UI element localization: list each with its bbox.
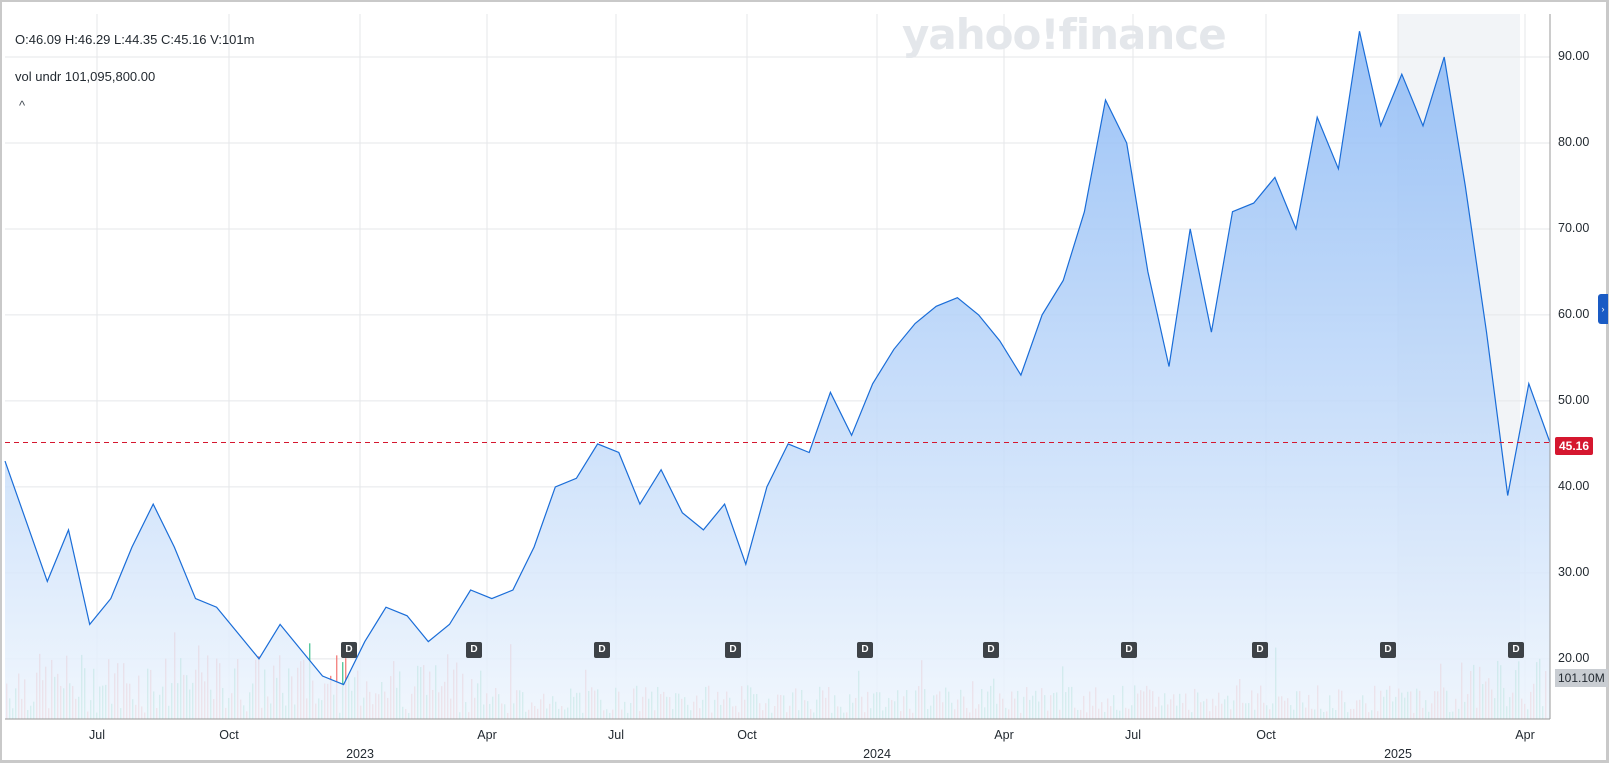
dividend-marker[interactable]: D xyxy=(1252,642,1268,658)
y-tick-label: 80.00 xyxy=(1558,134,1590,149)
current-price-badge: 45.16 xyxy=(1555,437,1594,455)
ohlc-legend: O:46.09 H:46.29 L:44.35 C:45.16 V:101m xyxy=(15,32,255,47)
y-tick-label: 20.00 xyxy=(1558,650,1590,665)
x-tick-label: Jul xyxy=(89,728,105,742)
price-line xyxy=(4,31,1551,686)
y-tick-label: 60.00 xyxy=(1558,306,1590,321)
y-tick-label: 30.00 xyxy=(1558,564,1590,579)
x-year-label: 2023 xyxy=(346,747,374,761)
dividend-marker[interactable]: D xyxy=(341,642,357,658)
y-tick-label: 40.00 xyxy=(1558,478,1590,493)
x-tick-label: Jul xyxy=(608,728,624,742)
x-tick-label: Oct xyxy=(1256,728,1276,742)
dividend-marker[interactable]: D xyxy=(1121,642,1137,658)
dividend-marker[interactable]: D xyxy=(594,642,610,658)
dividend-marker[interactable]: D xyxy=(1380,642,1396,658)
current-volume-badge: 101.10M xyxy=(1555,669,1608,687)
x-tick-label: Oct xyxy=(737,728,757,742)
dividend-marker[interactable]: D xyxy=(857,642,873,658)
dividend-marker[interactable]: D xyxy=(466,642,482,658)
dividend-marker[interactable]: D xyxy=(1508,642,1524,658)
collapse-legend-button[interactable]: ^ xyxy=(19,98,26,113)
x-tick-label: Jul xyxy=(1125,728,1141,742)
dividend-marker[interactable]: D xyxy=(983,642,999,658)
watermark-logo: yahoo!finance xyxy=(902,10,1227,59)
x-tick-label: Apr xyxy=(477,728,497,742)
y-tick-label: 90.00 xyxy=(1558,48,1590,63)
expand-panel-tab[interactable]: › xyxy=(1598,294,1608,324)
x-tick-label: Apr xyxy=(1515,728,1535,742)
x-year-label: 2025 xyxy=(1384,747,1412,761)
dividend-marker[interactable]: D xyxy=(725,642,741,658)
y-tick-label: 50.00 xyxy=(1558,392,1590,407)
x-tick-label: Apr xyxy=(994,728,1014,742)
y-tick-label: 70.00 xyxy=(1558,220,1590,235)
x-year-label: 2024 xyxy=(863,747,891,761)
price-area xyxy=(5,31,1550,719)
volume-legend: vol undr 101,095,800.00 xyxy=(15,69,156,84)
x-tick-label: Oct xyxy=(219,728,239,742)
